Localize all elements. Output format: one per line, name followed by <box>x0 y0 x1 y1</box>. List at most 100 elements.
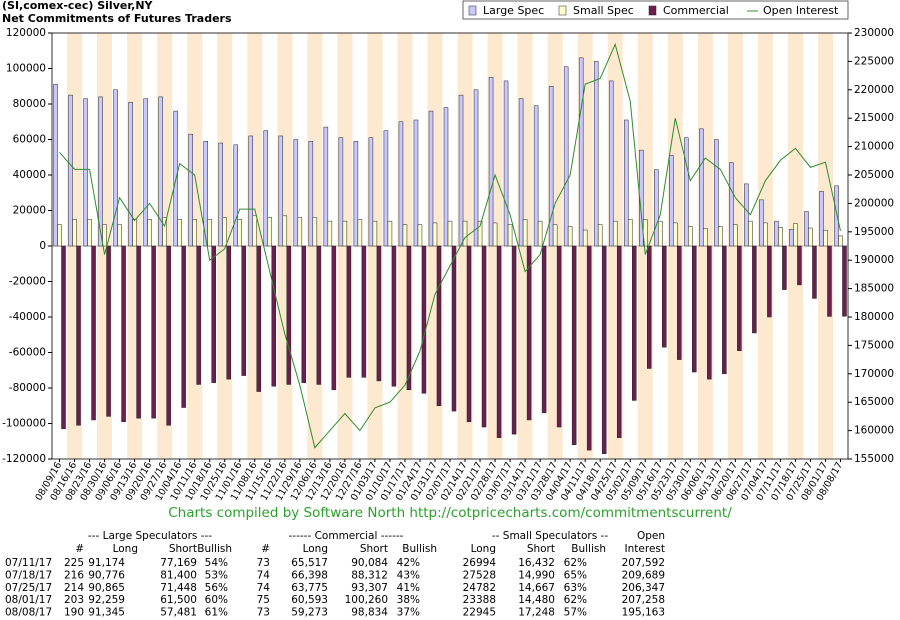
legend-label: Commercial <box>663 4 729 17</box>
table-cell: 61% <box>205 607 228 619</box>
table-cell: 203 <box>64 594 84 606</box>
chart-subtitle: Net Commitments of Futures Traders <box>2 12 232 25</box>
bar <box>511 245 517 435</box>
table-cell: 73 <box>257 607 270 619</box>
bar <box>432 222 438 247</box>
bar <box>752 245 757 334</box>
bar <box>793 223 798 247</box>
bar <box>488 77 494 247</box>
bar <box>218 142 223 247</box>
bar <box>136 245 141 419</box>
bar <box>372 220 378 247</box>
y2-tick-label: 155000 <box>854 453 894 465</box>
bar <box>421 245 427 394</box>
bar <box>703 228 708 247</box>
y-tick-label: 40000 <box>13 169 46 181</box>
bar <box>616 245 622 438</box>
legend-swatch <box>648 5 657 16</box>
y2-tick-label: 165000 <box>854 396 894 408</box>
y2-tick-label: 205000 <box>854 169 894 181</box>
bar <box>121 245 126 422</box>
table-cell: 08/01/17 <box>5 594 52 606</box>
bar <box>462 220 468 247</box>
y2-tick-label: 185000 <box>854 283 894 295</box>
bar <box>376 245 382 382</box>
table-cell: 60,593 <box>291 594 328 606</box>
table-cell: 26994 <box>463 557 497 569</box>
bar <box>342 220 348 247</box>
table-cell: 08/08/17 <box>5 607 52 619</box>
table-cell: 41% <box>397 582 420 594</box>
table-cell: 61,500 <box>160 594 197 606</box>
table-column-header: Short <box>360 543 388 555</box>
bar <box>226 245 231 380</box>
bar <box>522 219 528 247</box>
table-cell: 98,834 <box>351 607 388 619</box>
table-cell: 100,260 <box>345 594 388 606</box>
table-column-header: Short <box>169 543 197 555</box>
bar <box>297 217 303 247</box>
bar <box>278 135 284 247</box>
bar <box>68 94 73 247</box>
table-column-header: Bullish <box>197 543 232 555</box>
table-cell: 63% <box>564 582 587 594</box>
bar <box>684 137 689 247</box>
bar <box>623 119 629 247</box>
bar <box>533 105 539 247</box>
table-cell: 71,448 <box>160 582 197 594</box>
bar <box>271 245 277 387</box>
bar <box>819 191 824 247</box>
bar <box>688 226 693 247</box>
bar <box>282 215 288 247</box>
bar <box>398 121 404 247</box>
legend-label: Small Spec <box>573 4 634 17</box>
bar <box>692 245 697 373</box>
y-tick-label: 60000 <box>13 134 46 146</box>
table-cell: 66,398 <box>291 569 328 581</box>
table-cell: 16,432 <box>518 557 555 569</box>
bar <box>774 220 779 247</box>
bar <box>548 86 554 247</box>
bar <box>177 219 182 247</box>
table-cell: 207,592 <box>622 557 665 569</box>
bar <box>192 219 197 247</box>
bar <box>789 229 794 247</box>
table-cell: 207,258 <box>622 594 665 606</box>
table-column-header: Long <box>113 543 138 555</box>
bar <box>586 245 592 451</box>
bar <box>556 245 562 428</box>
table-cell: 65% <box>564 569 587 581</box>
bar <box>443 107 449 247</box>
legend-label: Large Spec <box>483 4 544 17</box>
bar <box>838 235 843 247</box>
table-cell: 62% <box>564 557 587 569</box>
bar <box>722 245 727 375</box>
bar <box>631 245 637 401</box>
table-cell: 27528 <box>463 569 496 581</box>
bar <box>782 245 787 290</box>
bar <box>338 137 344 247</box>
line <box>59 42 841 449</box>
table-cell: 57,481 <box>160 607 197 619</box>
bar <box>98 96 103 247</box>
table-cell: 190 <box>64 607 84 619</box>
bar <box>428 110 434 247</box>
bar <box>669 155 674 247</box>
bar <box>477 220 483 247</box>
table-cell: 07/11/17 <box>5 557 52 569</box>
bar <box>196 245 201 385</box>
table-cell: 214 <box>64 582 84 594</box>
legend-swatch <box>558 5 567 16</box>
y2-tick-label: 210000 <box>854 141 894 153</box>
bar <box>699 128 704 247</box>
table-cell: 74 <box>257 582 271 594</box>
bar <box>207 219 212 247</box>
bar <box>518 98 524 247</box>
legend-swatch <box>468 5 477 16</box>
bar <box>737 245 742 351</box>
bar <box>53 84 58 247</box>
bar <box>327 220 333 247</box>
bar <box>707 245 712 380</box>
bar <box>842 245 847 317</box>
y2-tick-label: 230000 <box>854 27 894 39</box>
